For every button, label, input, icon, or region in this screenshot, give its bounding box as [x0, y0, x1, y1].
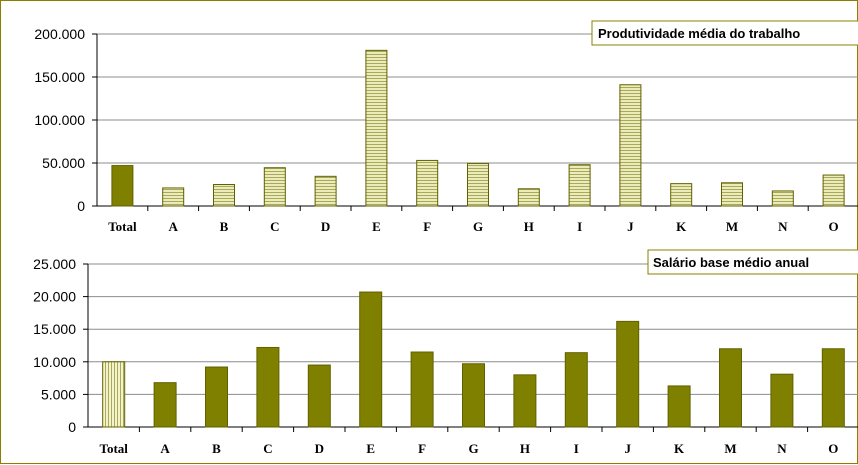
salary-x-tick-label: O	[828, 441, 838, 456]
salary-x-tick-label: F	[418, 441, 426, 456]
salary-y-tick-label: 25.000	[33, 256, 76, 272]
productivity-x-tick-label: G	[473, 219, 483, 234]
salary-x-tick-label: I	[574, 441, 579, 456]
salary-x-tick-label: H	[520, 441, 530, 456]
salary-x-tick-label: Total	[99, 441, 128, 456]
productivity-x-tick-label: E	[372, 219, 381, 234]
salary-bar-c	[256, 346, 280, 428]
productivity-bar-i	[568, 164, 591, 207]
productivity-bar-b	[213, 184, 235, 207]
productivity-bar-total	[111, 165, 134, 207]
salary-bar-d	[307, 364, 331, 428]
salary-bar-o	[821, 348, 845, 428]
productivity-bar-e	[365, 49, 388, 207]
salary-bar-f	[410, 351, 434, 428]
productivity-x-tick-label: I	[577, 219, 582, 234]
productivity-x-tick-label: J	[627, 219, 634, 234]
salary-bar-g	[462, 363, 485, 428]
salary-bar-k	[667, 385, 691, 428]
salary-x-tick-label: M	[724, 441, 736, 456]
salary-x-tick-label: C	[263, 441, 272, 456]
salary-x-tick-label: E	[366, 441, 375, 456]
productivity-bar-k	[670, 183, 693, 207]
salary-y-tick-label: 5.000	[41, 386, 76, 402]
productivity-title-box: Produtividade média do trabalho	[591, 20, 858, 46]
salary-x-tick-label: K	[674, 441, 685, 456]
productivity-bar-o	[822, 174, 845, 207]
productivity-bar-a	[162, 187, 185, 207]
productivity-bar-h	[517, 188, 540, 207]
productivity-y-tick-label: 100.000	[34, 112, 85, 128]
salary-bar-a	[153, 382, 177, 428]
productivity-x-tick-label: D	[321, 219, 330, 234]
productivity-bar-f	[416, 159, 439, 207]
salary-x-tick-label: A	[160, 441, 170, 456]
productivity-title: Produtividade média do trabalho	[598, 26, 800, 41]
productivity-x-tick-label: A	[169, 219, 179, 234]
salary-x-tick-label: J	[624, 441, 631, 456]
productivity-x-tick-label: O	[829, 219, 839, 234]
productivity-bar-c	[263, 167, 286, 207]
salary-bar-b	[205, 366, 228, 428]
productivity-x-tick-label: F	[423, 219, 431, 234]
salary-bar-i	[564, 352, 588, 428]
salary-bar-n	[770, 373, 794, 428]
productivity-y-tick-label: 150.000	[34, 69, 85, 85]
productivity-x-tick-label: Total	[108, 219, 137, 234]
productivity-bar-j	[619, 84, 642, 207]
productivity-x-tick-label: B	[220, 219, 229, 234]
productivity-y-tick-label: 50.000	[42, 155, 85, 171]
productivity-y-tick-label: 200.000	[34, 26, 85, 42]
productivity-bar-d	[314, 175, 337, 207]
salary-bar-total	[102, 361, 126, 428]
salary-x-tick-label: D	[315, 441, 324, 456]
salary-title-box: Salário base médio anual	[647, 249, 858, 275]
productivity-chart: 0 50.000 100.000 150.000 200.000 Total A B C D E F G…	[34, 26, 858, 234]
productivity-bar-n	[771, 190, 794, 207]
productivity-x-tick-label: C	[270, 219, 279, 234]
salary-y-tick-label: 15.000	[33, 321, 76, 337]
salary-x-tick-label: G	[468, 441, 478, 456]
salary-bar-e	[359, 291, 383, 428]
salary-chart: 0 5.000 10.000 15.000 20.000 25.000 Total A B C D E…	[33, 256, 858, 456]
salary-x-tick-label: N	[777, 441, 787, 456]
productivity-x-tick-label: N	[778, 219, 788, 234]
productivity-x-tick-label: M	[726, 219, 738, 234]
productivity-bar-m	[721, 182, 743, 207]
salary-y-tick-label: 20.000	[33, 289, 76, 305]
productivity-bar-g	[467, 162, 489, 207]
productivity-x-tick-label: K	[676, 219, 687, 234]
salary-y-tick-label: 0	[68, 419, 76, 435]
salary-title: Salário base médio anual	[653, 255, 809, 270]
salary-bar-m	[719, 348, 742, 428]
salary-bar-h	[513, 374, 537, 428]
salary-bar-j	[616, 320, 640, 428]
salary-x-tick-label: B	[212, 441, 221, 456]
productivity-x-tick-label: H	[524, 219, 534, 234]
salary-y-tick-label: 10.000	[33, 354, 76, 370]
productivity-y-tick-label: 0	[77, 198, 85, 214]
